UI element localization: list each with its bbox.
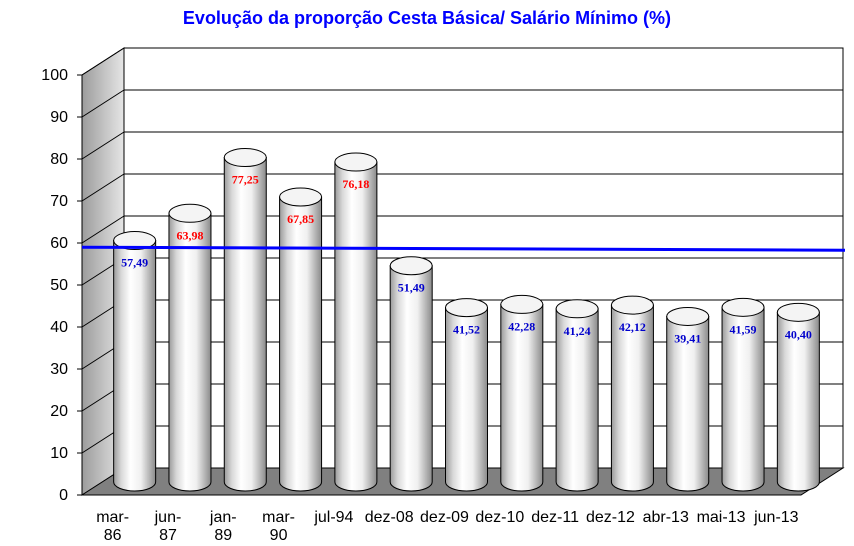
gridline-side: [81, 131, 125, 160]
y-tick-label: 90: [50, 109, 68, 126]
bar-top: [223, 148, 267, 168]
bar-top: [279, 187, 323, 207]
bar-body: [279, 196, 323, 492]
bar-top: [666, 306, 710, 326]
reference-line-group: [81, 245, 846, 252]
y-tick-label: 70: [50, 193, 68, 210]
data-label: 63,98: [176, 228, 203, 242]
bar-body: [666, 315, 710, 492]
y-tick-label: 50: [50, 277, 68, 294]
y-tick-label: 10: [50, 445, 68, 462]
data-labels: 57,49 63,98 77,25 67,85 76,18 51,49 41,52 42,28…: [121, 173, 812, 346]
bar: [223, 148, 267, 492]
bar-body: [168, 212, 212, 492]
x-tick-label: jan-: [209, 509, 237, 526]
bar: [334, 152, 378, 492]
bar-top: [721, 297, 765, 317]
bar-top: [168, 203, 212, 223]
y-axis-ticks: 0 10 20 30 40 50 60 70 80 90 100: [41, 67, 83, 504]
gridline-side: [81, 215, 125, 244]
bar-body: [500, 303, 544, 492]
bar-body: [334, 161, 378, 492]
bar: [279, 187, 323, 492]
data-label: 42,12: [619, 320, 646, 334]
data-label: 42,28: [508, 319, 535, 333]
x-tick-label: mar-: [96, 509, 129, 526]
y-tick-label: 80: [50, 151, 68, 168]
data-label: 51,49: [398, 281, 425, 295]
bar: [500, 294, 544, 492]
x-tick-label: dez-10: [475, 509, 524, 526]
data-label: 76,18: [342, 177, 369, 191]
y-tick-label: 60: [50, 235, 68, 252]
data-label: 41,59: [730, 322, 757, 336]
chart-title: Evolução da proporção Cesta Básica/ Salá…: [182, 8, 672, 28]
x-tick-label: mar-: [262, 509, 295, 526]
gridline-side: [81, 173, 125, 202]
x-tick-label: 89: [214, 527, 232, 544]
bar-top: [500, 294, 544, 314]
bar-body: [445, 307, 488, 492]
data-label: 77,25: [232, 173, 259, 187]
bar-body: [223, 157, 267, 492]
bar-top: [113, 231, 157, 251]
y-tick-label: 20: [50, 403, 68, 420]
bar-top: [555, 299, 599, 319]
bar: [555, 299, 599, 492]
x-tick-label: jul-94: [313, 509, 353, 526]
x-tick-label: jun-: [154, 509, 182, 526]
bar: [113, 231, 157, 492]
data-label: 41,24: [564, 324, 591, 338]
x-tick-label: mai-13: [697, 509, 746, 526]
bar-top: [389, 256, 433, 276]
bar: [721, 297, 765, 492]
x-tick-label: dez-11: [531, 509, 579, 526]
bar-body: [389, 265, 433, 492]
bar: [666, 306, 710, 492]
bar-top: [445, 298, 488, 318]
gridline-side: [81, 89, 125, 118]
reference-line: [81, 245, 846, 252]
x-tick-label: dez-09: [420, 509, 469, 526]
bar-top: [776, 302, 820, 322]
y-tick-label: 100: [41, 67, 68, 84]
data-label: 41,52: [453, 323, 480, 337]
bar-top: [610, 295, 654, 315]
data-label: 40,40: [785, 327, 812, 341]
x-tick-label: abr-13: [643, 509, 689, 526]
bar: [168, 203, 212, 492]
data-label: 67,85: [287, 212, 314, 226]
data-label: 39,41: [674, 331, 701, 345]
bar-body: [555, 308, 599, 492]
bar: [610, 295, 654, 492]
x-tick-label: 87: [159, 527, 177, 544]
bar-body: [113, 240, 157, 492]
bar-top: [334, 152, 378, 172]
y-tick-label: 30: [50, 361, 68, 378]
x-tick-label: dez-08: [365, 509, 414, 526]
y-tick-label: 0: [59, 487, 68, 504]
x-tick-label: dez-12: [586, 509, 635, 526]
bar: [389, 256, 433, 492]
gridline-side: [81, 47, 125, 76]
bar-body: [721, 306, 765, 492]
x-tick-label: jun-13: [753, 509, 799, 526]
data-label: 57,49: [121, 256, 148, 270]
bars: [113, 148, 820, 492]
bar-body: [776, 311, 820, 492]
x-tick-label: 86: [104, 527, 122, 544]
bar: [776, 302, 820, 492]
bar-body: [610, 304, 654, 492]
bar: [445, 298, 488, 492]
x-tick-label: 90: [270, 527, 288, 544]
y-tick-label: 40: [50, 319, 68, 336]
